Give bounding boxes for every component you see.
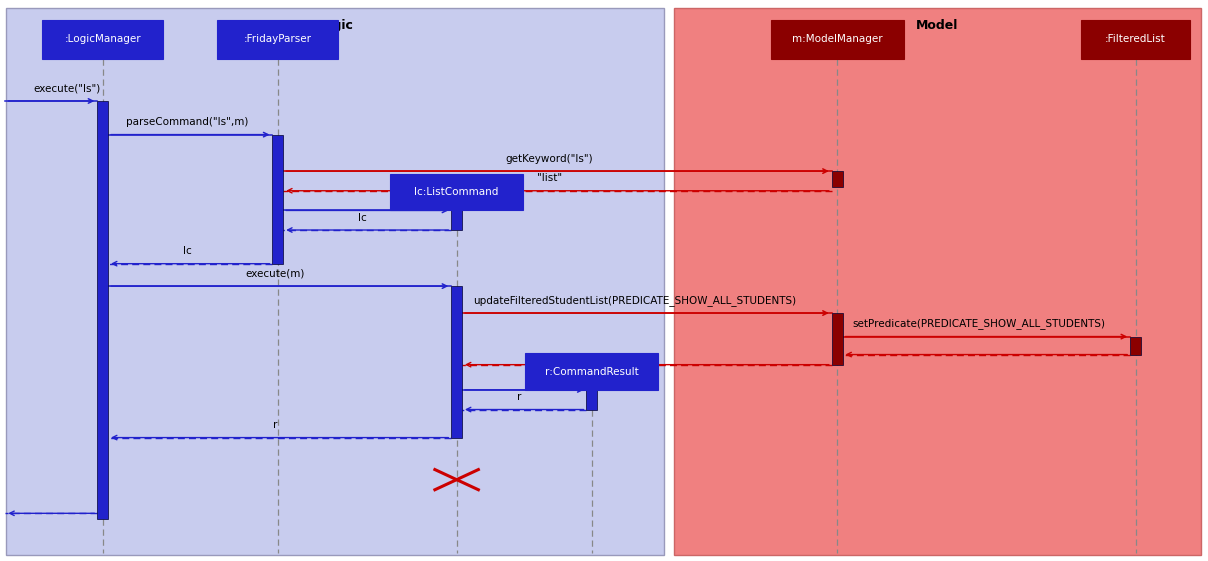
Text: getKeyword("ls"): getKeyword("ls")	[506, 154, 593, 164]
Bar	[587, 390, 597, 410]
Bar	[452, 286, 461, 438]
Bar	[525, 353, 658, 390]
Text: r: r	[273, 420, 278, 430]
Bar	[771, 20, 904, 59]
Text: lc:ListCommand: lc:ListCommand	[414, 187, 499, 197]
Text: execute(m): execute(m)	[245, 269, 306, 279]
Text: m:ModelManager: m:ModelManager	[791, 34, 883, 44]
Text: setPredicate(PREDICATE_SHOW_ALL_STUDENTS): setPredicate(PREDICATE_SHOW_ALL_STUDENTS…	[852, 319, 1105, 329]
Bar	[452, 210, 461, 230]
Text: r:CommandResult: r:CommandResult	[545, 367, 639, 376]
Text: "list": "list"	[538, 173, 562, 183]
Text: parseCommand("ls",m): parseCommand("ls",m)	[126, 117, 249, 127]
Text: lc: lc	[182, 246, 192, 256]
Text: r: r	[517, 392, 522, 402]
Text: :LogicManager: :LogicManager	[64, 34, 141, 44]
Bar	[273, 135, 283, 264]
Bar	[674, 8, 1201, 555]
Bar	[217, 20, 338, 59]
Bar	[390, 174, 523, 210]
Bar	[1131, 337, 1142, 355]
Text: Model: Model	[916, 19, 959, 31]
Text: :FridayParser: :FridayParser	[244, 34, 312, 44]
Text: execute("ls"): execute("ls")	[34, 84, 101, 94]
Text: lc: lc	[358, 213, 367, 223]
Bar	[831, 313, 842, 365]
Bar	[97, 101, 108, 519]
Text: updateFilteredStudentList(PREDICATE_SHOW_ALL_STUDENTS): updateFilteredStudentList(PREDICATE_SHOW…	[472, 295, 796, 306]
Bar	[1081, 20, 1190, 59]
Text: Logic: Logic	[316, 19, 354, 31]
Bar	[42, 20, 163, 59]
Bar	[831, 171, 842, 187]
Text: :FilteredList: :FilteredList	[1105, 34, 1166, 44]
Bar	[6, 8, 664, 555]
